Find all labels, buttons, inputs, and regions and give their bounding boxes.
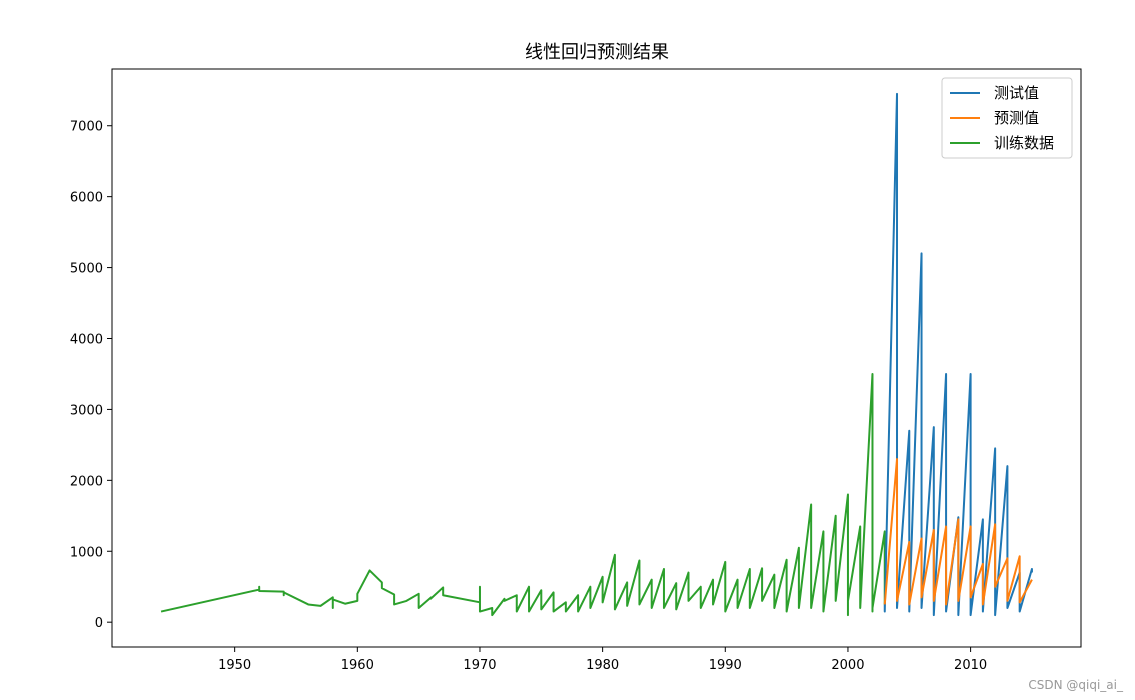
series-line-2 [160,372,886,617]
y-tick-label: 4000 [70,332,103,347]
y-tick-label: 1000 [70,545,103,560]
legend-label: 测试值 [994,84,1039,102]
x-tick-label: 1960 [341,658,374,673]
x-tick-label: 2010 [954,658,987,673]
watermark: CSDN @qiqi_ai_ [1028,678,1123,692]
x-tick-label: 1990 [709,658,742,673]
x-tick-label: 1950 [218,658,251,673]
y-tick-label: 0 [95,616,103,631]
y-tick-label: 5000 [70,262,103,277]
x-axis: 1950 1960 1970 1980 1990 2000 2010 [218,647,987,673]
x-tick-label: 1970 [463,658,496,673]
y-tick-label: 6000 [70,191,103,206]
legend-box [941,77,1073,159]
y-tick-label: 2000 [70,474,103,489]
y-tick-label: 3000 [70,403,103,418]
x-tick-label: 2000 [831,658,864,673]
legend-label: 训练数据 [994,134,1054,152]
legend-label: 预测值 [994,109,1039,127]
series-line-1 [883,458,1033,606]
y-tick-label: 7000 [70,120,103,135]
chart-title: 线性回归预测结果 [525,42,669,63]
series-layer [160,92,1033,617]
plot-frame [111,68,1082,648]
y-axis: 0 1000 2000 3000 4000 5000 6000 7000 [70,120,112,631]
x-tick-label: 1980 [586,658,619,673]
